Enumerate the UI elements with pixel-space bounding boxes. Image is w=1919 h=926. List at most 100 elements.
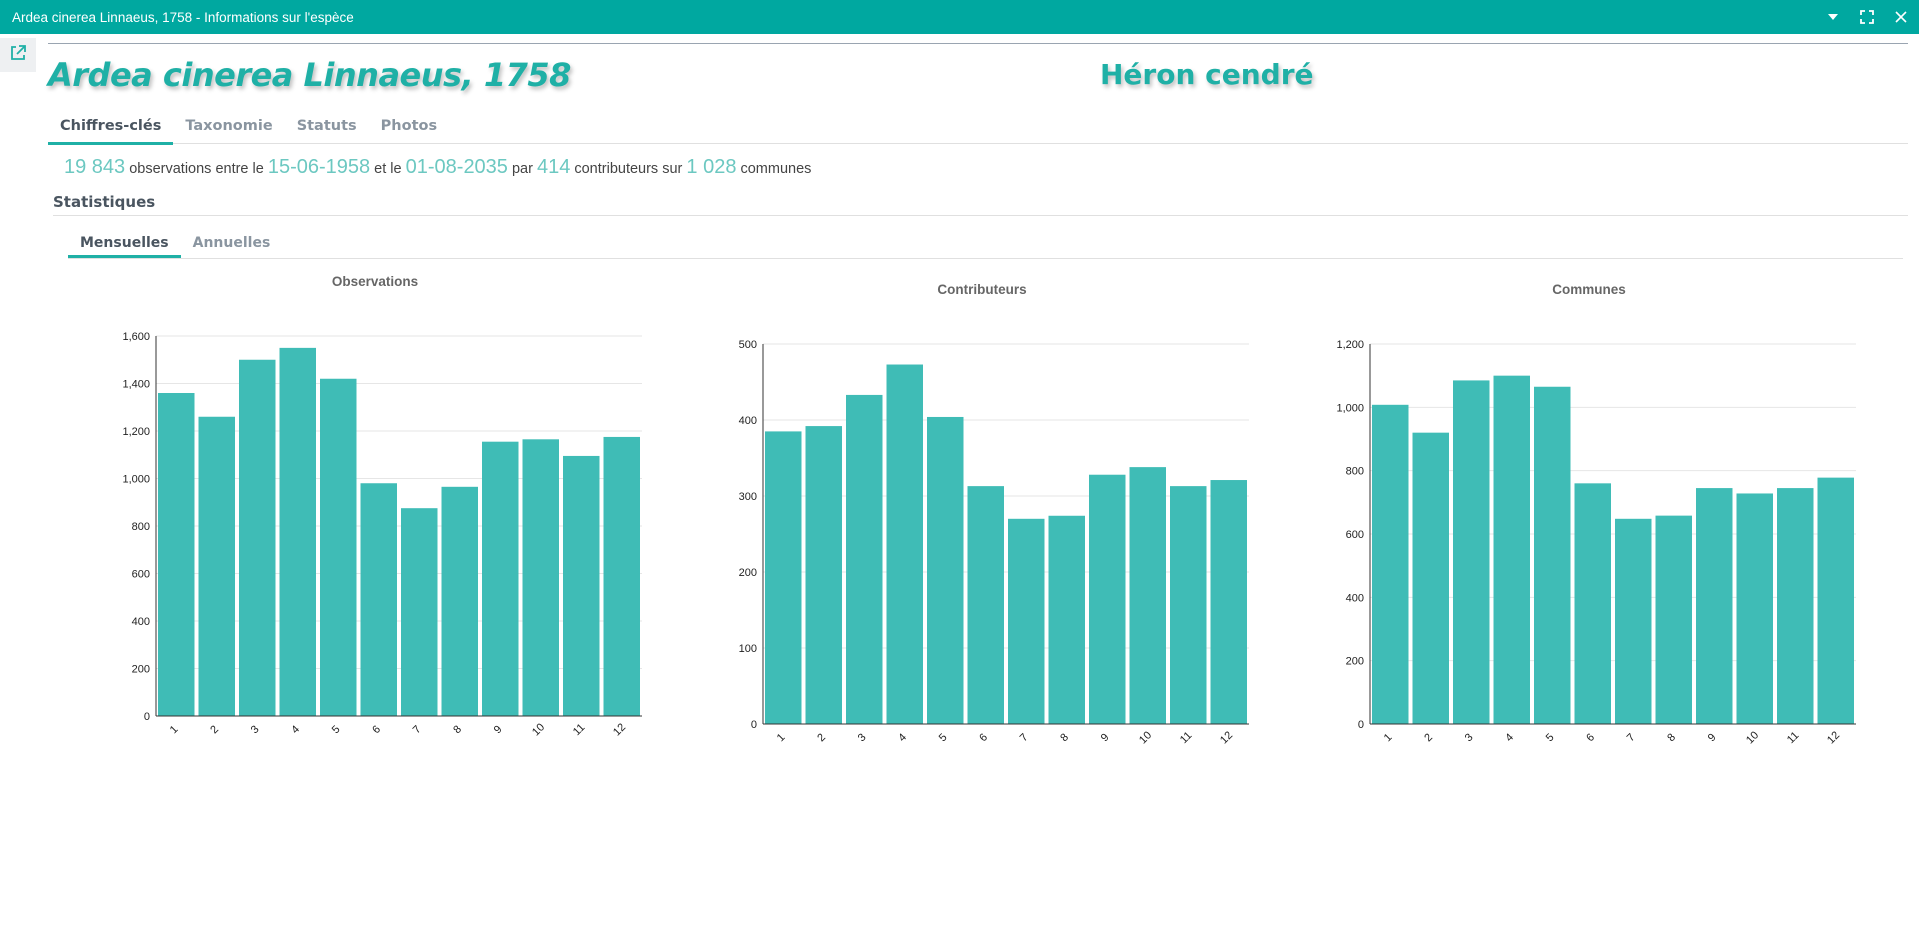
observations-bar[interactable] — [279, 347, 317, 716]
observations-bar[interactable] — [441, 486, 479, 716]
observations-y-tick-label: 1,600 — [122, 331, 150, 343]
contributeurs-x-tick-label: 9 — [1099, 731, 1112, 744]
communes-chart: Communes 0 200 400 600 800 1,000 1,200 1 2 3 4 5 6 7 8 9… — [1304, 276, 1874, 766]
observations-bar[interactable] — [239, 359, 276, 716]
communes-bar[interactable] — [1736, 493, 1774, 724]
contributeurs-bar[interactable] — [1210, 480, 1248, 724]
communes-y-tick-label: 600 — [1346, 529, 1364, 541]
tab-photos[interactable]: Photos — [380, 118, 438, 134]
contributeurs-bar[interactable] — [1089, 474, 1126, 724]
contributeurs-x-tick-label: 6 — [977, 731, 990, 744]
contributeurs-bar[interactable] — [886, 364, 924, 724]
communes-x-tick-label: 6 — [1584, 731, 1597, 744]
communes-bar[interactable] — [1574, 483, 1612, 724]
observations-bar[interactable] — [482, 441, 519, 716]
observations-y-tick-label: 1,400 — [122, 379, 150, 391]
contributeurs-x-tick-label: 4 — [896, 731, 909, 744]
contributeurs-bar[interactable] — [1170, 486, 1207, 724]
communes-bar[interactable] — [1493, 375, 1531, 724]
communes-bar[interactable] — [1655, 515, 1693, 724]
contributeurs-bar[interactable] — [1129, 467, 1167, 724]
tab-statuts[interactable]: Statuts — [296, 118, 357, 134]
observations-x-tick-label: 5 — [330, 723, 343, 736]
observations-bar[interactable] — [401, 508, 438, 716]
observations-x-tick-label: 12 — [611, 721, 628, 738]
contributeurs-bar[interactable] — [1008, 518, 1045, 724]
window-title: Ardea cinerea Linnaeus, 1758 - Informati… — [12, 9, 354, 25]
observations-x-tick-label: 11 — [571, 722, 588, 739]
contributeurs-bar[interactable] — [765, 431, 802, 724]
observations-chart-svg: Observations 0 200 400 600 800 1,000 1,200 1,400… — [122, 274, 642, 739]
statistics-subtabs: Mensuelles Annuelles — [68, 232, 1903, 259]
communes-bar[interactable] — [1453, 380, 1490, 724]
communes-bar[interactable] — [1696, 488, 1733, 724]
communes-bar[interactable] — [1777, 488, 1814, 724]
contributeurs-bar[interactable] — [805, 426, 843, 724]
communes-bar[interactable] — [1412, 432, 1450, 724]
summary-text: par — [507, 161, 537, 177]
header-divider — [48, 43, 1908, 44]
commune-count: 1 028 — [686, 156, 737, 178]
communes-x-tick-label: 2 — [1422, 731, 1435, 744]
tab-taxonomie[interactable]: Taxonomie — [185, 118, 273, 134]
contributeurs-x-tick-label: 11 — [1178, 730, 1195, 747]
observations-x-tick-label: 3 — [249, 723, 262, 736]
observations-chart: Observations 0 200 400 600 800 1,000 1,200 1,400… — [90, 268, 660, 758]
tab-mensuelles[interactable]: Mensuelles — [68, 232, 181, 258]
contributeurs-bar[interactable] — [846, 394, 883, 724]
observations-x-tick-label: 9 — [492, 723, 505, 736]
communes-bar[interactable] — [1615, 518, 1652, 724]
close-icon[interactable] — [1889, 5, 1913, 29]
observations-y-tick-label: 200 — [132, 664, 150, 676]
start-date: 15-06-1958 — [267, 156, 371, 178]
observations-bar[interactable] — [320, 378, 357, 716]
observations-bar[interactable] — [360, 483, 398, 716]
observations-bar[interactable] — [603, 436, 641, 716]
contributeurs-bar[interactable] — [1048, 515, 1086, 724]
observations-x-tick-label: 4 — [289, 723, 302, 736]
communes-y-tick-label: 400 — [1346, 592, 1364, 604]
communes-x-tick-label: 9 — [1706, 731, 1719, 744]
maximize-icon[interactable] — [1855, 5, 1879, 29]
communes-x-tick-label: 7 — [1625, 731, 1638, 744]
contributeurs-x-tick-label: 1 — [775, 731, 788, 744]
observations-bar[interactable] — [522, 439, 560, 716]
communes-y-tick-label: 800 — [1346, 466, 1364, 478]
tab-chiffres-cles[interactable]: Chiffres-clés — [48, 112, 174, 145]
observations-y-tick-label: 400 — [132, 616, 150, 628]
observations-x-tick-label: 6 — [370, 723, 383, 736]
observations-bar[interactable] — [198, 416, 236, 716]
observations-y-tick-label: 1,000 — [122, 474, 150, 486]
communes-bar[interactable] — [1372, 404, 1409, 724]
window-controls — [1821, 0, 1913, 34]
tab-annuelles[interactable]: Annuelles — [192, 235, 271, 251]
observations-y-tick-label: 600 — [132, 569, 150, 581]
communes-y-tick-label: 0 — [1358, 719, 1364, 731]
external-link-button[interactable] — [0, 38, 36, 72]
communes-y-tick-label: 1,200 — [1336, 339, 1364, 351]
contributeurs-y-tick-label: 200 — [739, 567, 757, 579]
contributeurs-y-tick-label: 0 — [751, 719, 757, 731]
collapse-chevron-icon[interactable] — [1821, 5, 1845, 29]
observations-chart-title: Observations — [332, 274, 418, 289]
communes-bar[interactable] — [1534, 386, 1571, 724]
observations-bar[interactable] — [563, 455, 600, 716]
communes-y-tick-label: 1,000 — [1336, 402, 1364, 414]
communes-x-tick-label: 3 — [1463, 731, 1476, 744]
communes-bar[interactable] — [1817, 477, 1855, 724]
communes-y-tick-label: 200 — [1346, 656, 1364, 668]
observation-count: 19 843 — [64, 156, 126, 178]
communes-x-tick-label: 1 — [1382, 731, 1395, 744]
contributeurs-y-tick-label: 300 — [739, 491, 757, 503]
contributeurs-bar[interactable] — [927, 416, 964, 724]
contributeurs-x-tick-label: 3 — [856, 731, 869, 744]
species-tabs: Chiffres-clés Taxonomie Statuts Photos — [48, 112, 1908, 145]
communes-x-tick-label: 12 — [1825, 729, 1842, 746]
observations-bar[interactable] — [158, 393, 195, 716]
observations-y-tick-label: 1,200 — [122, 426, 150, 438]
contributeurs-bar[interactable] — [967, 486, 1005, 724]
end-date: 01-08-2035 — [405, 156, 508, 178]
summary-text: et le — [370, 161, 406, 177]
